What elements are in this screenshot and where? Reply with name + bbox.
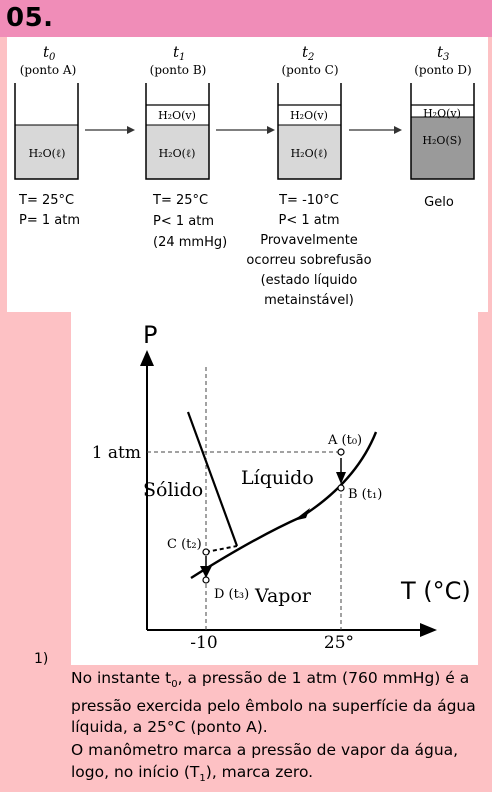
stage-2-cond-2: Provavelmente [260,233,358,248]
stage-0: t0 (ponto A) H₂O(ℓ) T= 25°C P= 1 atm [14,43,80,228]
stage-0-time: t0 [43,43,56,63]
item-number: 1) [34,651,49,667]
y-axis-label: P [143,321,157,349]
stage-1-point: (ponto B) [150,63,207,77]
stage-3-beaker [410,83,475,180]
cooling-path-arrow [293,508,310,521]
point-b [337,484,345,492]
containers-panel: t0 (ponto A) H₂O(ℓ) T= 25°C P= 1 atm t1 … [7,37,488,312]
stage-3: t3 (ponto D) H₂O(v) H₂O(S) Gelo [410,43,475,210]
arrow-2-3 [349,126,402,134]
point-d [202,576,210,584]
y-axis-arrow [140,350,154,366]
stage-2-cond-0: T= -10°C [278,193,339,208]
stage-2-cond-3: ocorreu sobrefusão [246,253,371,268]
stage-2-liquid [278,125,341,179]
stage-1-layer-0: H₂O(v) [158,109,196,122]
stage-3-layer-1: H₂O(S) [422,134,461,147]
point-b-label: B (t₁) [348,487,382,502]
stage-1-cond-0: T= 25°C [152,193,208,208]
stage-3-point: (ponto D) [414,63,471,77]
explanation-paragraph-1: No instante t0, a pressão de 1 atm (760 … [71,669,476,737]
point-d-label: D (t₃) [214,587,249,602]
stage-2-beaker [277,83,342,180]
point-a-label: A (t₀) [327,433,362,448]
stage-2-cond-1: P< 1 atm [279,213,340,228]
melting-curve [186,411,239,547]
phase-diagram-panel: P T (°C) 1 atm -10 25° A (t₀) B (t₁) C (… [71,312,478,665]
y-tick-1atm: 1 atm [92,443,141,463]
arrow-1-2 [216,126,275,134]
stage-0-cond-0: T= 25°C [18,193,74,208]
stage-2-point: (ponto C) [281,63,338,77]
stage-1-beaker [145,83,210,180]
stage-1-cond-2: (24 mmHg) [153,235,227,250]
stage-0-layer-0: H₂O(ℓ) [29,147,66,160]
stage-3-layer-0: H₂O(v) [423,107,461,120]
stage-2-time: t2 [302,43,314,63]
stage-1-layer-1: H₂O(ℓ) [159,147,196,160]
region-vapor: Vapor [254,585,312,607]
x-axis-label: T (°C) [400,577,471,605]
stage-0-beaker [14,83,79,180]
vaporization-curve [190,431,378,580]
question-number: 05. [6,3,54,33]
x-tick-25: 25° [324,633,354,653]
stage-0-cond-1: P= 1 atm [19,213,80,228]
region-liquid: Líquido [241,467,314,489]
stage-0-liquid [15,125,78,179]
stage-3-time: t3 [437,43,449,63]
stage-2: t2 (ponto C) H₂O(v) H₂O(ℓ) T= -10°C P< 1… [246,43,371,308]
point-a [337,448,345,456]
x-axis-arrow [420,623,437,637]
region-solid: Sólido [143,479,203,501]
containers-figure: t0 (ponto A) H₂O(ℓ) T= 25°C P= 1 atm t1 … [14,43,475,308]
stage-3-ice [411,117,474,179]
stage-1-liquid [146,125,209,179]
arrow-0-1 [85,126,135,134]
stage-2-cond-4: (estado líquido [261,273,358,288]
stage-2-layer-1: H₂O(ℓ) [291,147,328,160]
x-tick-minus10: -10 [190,633,217,653]
stage-3-cond-0: Gelo [424,195,454,210]
point-c [202,548,210,556]
supercooled-liquid-curve [205,545,238,553]
stage-0-point: (ponto A) [20,63,77,77]
stage-1-cond-1: P< 1 atm [153,214,214,229]
stage-1: t1 (ponto B) H₂O(v) H₂O(ℓ) T= 25°C P< 1 … [145,43,227,250]
question-header: 05. [0,0,492,37]
stage-2-cond-5: metainstável) [264,293,354,308]
explanation-paragraph-2: O manômetro marca a pressão de vapor da … [71,741,459,784]
stage-2-layer-0: H₂O(v) [290,109,328,122]
stage-1-time: t1 [173,43,185,63]
point-c-label: C (t₂) [167,537,202,552]
phase-diagram: P T (°C) 1 atm -10 25° A (t₀) B (t₁) C (… [92,321,471,653]
